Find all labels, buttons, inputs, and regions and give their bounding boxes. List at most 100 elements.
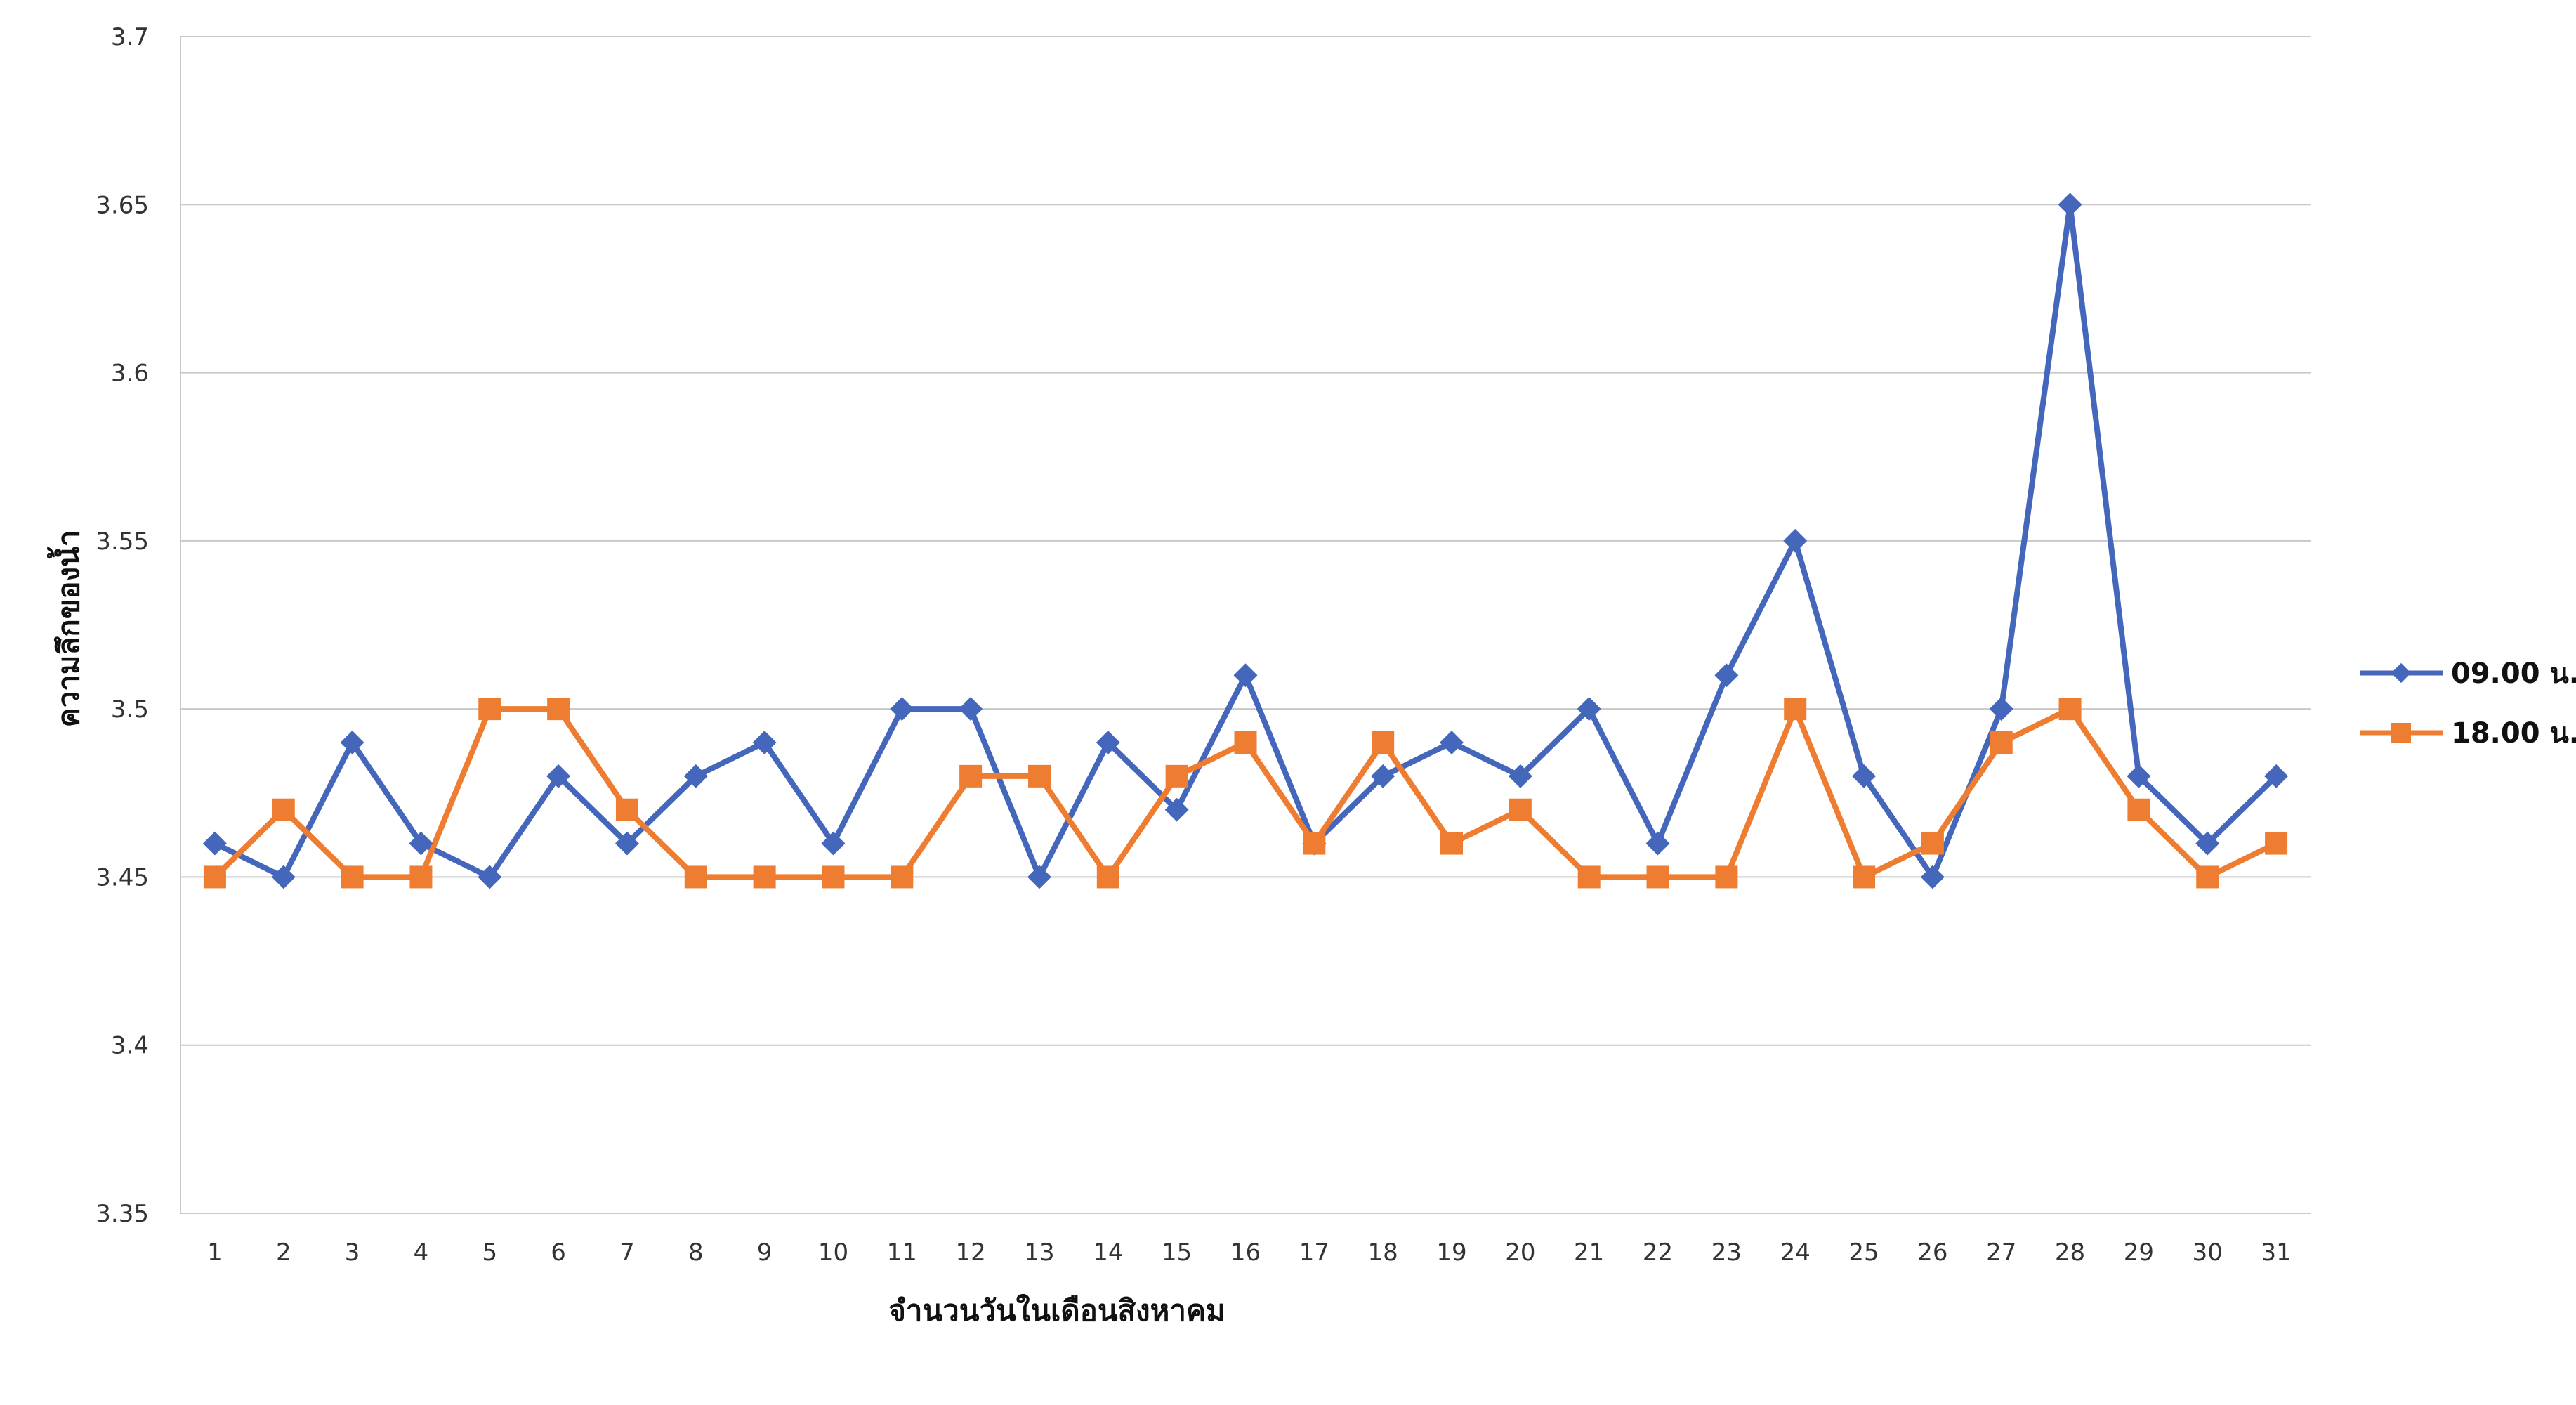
x-tick-label: 28	[2055, 1239, 2085, 1267]
data-point-1800	[822, 865, 845, 889]
data-point-0900	[890, 697, 914, 721]
y-tick-label: 3.6	[111, 360, 149, 388]
data-point-1800	[1715, 865, 1738, 889]
data-point-1800	[341, 865, 364, 889]
data-point-0900	[1989, 697, 2013, 721]
data-point-0900	[821, 831, 846, 856]
legend-marker-1800	[2391, 723, 2411, 743]
x-tick-label: 27	[1986, 1239, 2016, 1267]
data-point-0900	[752, 731, 777, 754]
data-point-0900	[1783, 528, 1808, 553]
data-point-0900	[271, 865, 296, 889]
x-tick-label: 3	[345, 1239, 360, 1267]
data-point-1800	[1440, 832, 1464, 855]
data-point-1800	[615, 798, 638, 821]
data-point-1800	[2196, 865, 2219, 889]
data-point-0900	[1371, 764, 1395, 788]
data-point-0900	[683, 764, 708, 788]
data-point-0900	[1645, 831, 1670, 856]
data-point-1800	[2058, 698, 2082, 721]
data-point-0900	[1096, 731, 1120, 754]
data-point-1800	[684, 865, 707, 889]
data-point-0900	[202, 831, 227, 856]
x-tick-label: 24	[1780, 1239, 1811, 1267]
data-point-0900	[340, 731, 364, 754]
x-tick-label: 11	[887, 1239, 917, 1267]
data-point-1800	[1096, 865, 1119, 889]
x-tick-label: 21	[1574, 1239, 1604, 1267]
x-tick-label: 6	[551, 1239, 566, 1267]
y-tick-label: 3.5	[111, 695, 149, 724]
data-point-0900	[615, 831, 639, 856]
data-point-0900	[1233, 663, 1258, 688]
x-tick-label: 2	[276, 1239, 291, 1267]
data-point-1800	[272, 798, 295, 821]
data-point-1800	[1646, 865, 1669, 889]
data-point-1800	[1372, 731, 1395, 754]
x-tick-label: 4	[414, 1239, 429, 1267]
x-tick-label: 19	[1436, 1239, 1466, 1267]
data-point-1800	[1921, 832, 1944, 855]
data-point-0900	[1164, 797, 1189, 822]
data-point-1800	[547, 698, 570, 721]
data-point-1800	[409, 865, 433, 889]
y-tick-label: 3.35	[96, 1200, 149, 1228]
x-tick-label: 18	[1368, 1239, 1398, 1267]
data-point-0900	[1027, 865, 1051, 889]
y-tick-label: 3.7	[111, 23, 149, 51]
data-point-0900	[1920, 865, 1945, 889]
legend-marker-0900	[2391, 662, 2412, 684]
data-point-1800	[1303, 832, 1326, 855]
data-point-0900	[2058, 192, 2082, 217]
data-point-0900	[959, 697, 983, 721]
y-axis-title: ความลึกของน้ำ	[46, 530, 86, 728]
legend-label-1800: 18.00 น.	[2451, 717, 2576, 750]
data-point-1800	[1990, 731, 2013, 754]
data-point-0900	[546, 764, 571, 788]
legend-item-1800: 18.00 น.	[2360, 717, 2576, 750]
y-tick-label: 3.65	[96, 191, 149, 219]
x-axis-title: จำนวนวันในเดือนสิงหาคม	[888, 1293, 1225, 1328]
data-point-1800	[478, 698, 501, 721]
data-point-0900	[1508, 764, 1532, 788]
x-tick-label: 14	[1093, 1239, 1123, 1267]
data-point-1800	[1234, 731, 1257, 754]
data-point-1800	[1853, 865, 1876, 889]
x-tick-label: 7	[619, 1239, 635, 1267]
x-tick-labels: 1 2 3 4 5 6 7 8 9 10 11 12 13 14 15 16 17 18 19 20 21 22 23 24 2…	[207, 1239, 2292, 1267]
data-point-0900	[2127, 764, 2151, 788]
data-point-1800	[891, 865, 914, 889]
legend-item-0900: 09.00 น.	[2360, 658, 2576, 690]
x-tick-label: 20	[1505, 1239, 1535, 1267]
x-tick-label: 9	[757, 1239, 773, 1267]
data-point-0900	[1852, 764, 1877, 788]
x-tick-label: 5	[482, 1239, 497, 1267]
y-tick-label: 3.45	[96, 863, 149, 891]
legend-label-0900: 09.00 น.	[2451, 658, 2576, 690]
x-tick-label: 16	[1230, 1239, 1261, 1267]
legend: 09.00 น. 18.00 น.	[2360, 658, 2576, 750]
data-point-0900	[2195, 831, 2220, 856]
data-point-0900	[478, 865, 502, 889]
data-point-1800	[2265, 832, 2288, 855]
y-tick-labels: 3.7 3.65 3.6 3.55 3.5 3.45 3.4 3.35	[96, 23, 149, 1228]
x-tick-label: 29	[2124, 1239, 2154, 1267]
y-tick-label: 3.55	[96, 528, 149, 556]
data-point-1800	[1577, 865, 1601, 889]
x-tick-label: 15	[1162, 1239, 1192, 1267]
data-point-1800	[1784, 698, 1807, 721]
data-point-1800	[959, 764, 983, 788]
x-tick-label: 23	[1711, 1239, 1742, 1267]
data-point-1800	[1509, 798, 1532, 821]
gridlines	[180, 36, 2311, 1214]
x-tick-label: 25	[1848, 1239, 1879, 1267]
data-point-0900	[2264, 764, 2289, 788]
x-tick-label: 13	[1024, 1239, 1054, 1267]
x-tick-label: 10	[818, 1239, 848, 1267]
x-tick-label: 31	[2261, 1239, 2291, 1267]
x-tick-label: 8	[688, 1239, 704, 1267]
data-point-0900	[1714, 663, 1739, 688]
data-point-1800	[753, 865, 776, 889]
